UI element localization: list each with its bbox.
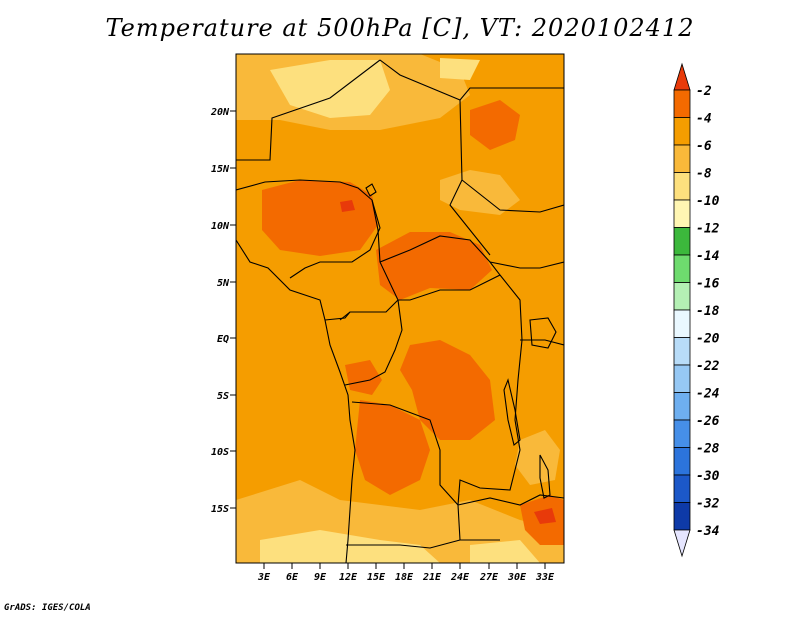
- colorbar: [673, 62, 691, 558]
- colorbar-box: [673, 502, 691, 531]
- lat-label: EQ: [217, 334, 229, 345]
- field-cool-north: [270, 60, 390, 118]
- colorbar-box: [673, 392, 691, 421]
- lon-label: 3E: [257, 572, 271, 583]
- field-warm-angola: [355, 400, 430, 495]
- colorbar-label: -34: [696, 524, 720, 539]
- colorbar-label: -18: [696, 304, 720, 319]
- field-hot-se: [534, 508, 556, 524]
- lat-label: 15N: [211, 164, 230, 175]
- lat-label: 5N: [217, 278, 230, 289]
- colorbar-label: -2: [696, 84, 712, 99]
- colorbar-box: [673, 309, 691, 338]
- map-frame: [235, 53, 565, 564]
- field-warm-northeast: [470, 100, 520, 150]
- map-title: Temperature at 500hPa [C], VT: 202010241…: [105, 14, 695, 42]
- colorbar-label: -20: [696, 332, 720, 347]
- colorbar-box: [673, 172, 691, 201]
- colorbar-top-arrow: [673, 62, 691, 91]
- field-mild-northeast: [440, 170, 520, 215]
- lake-tanganyika: [503, 378, 521, 446]
- border-car: [379, 235, 501, 301]
- lake-chad: [365, 183, 377, 197]
- colorbar-label: -12: [696, 222, 720, 237]
- field-warm-gabon: [345, 360, 382, 395]
- colorbar-box: [673, 364, 691, 393]
- lake-victoria: [529, 317, 557, 349]
- lon-label: 24E: [450, 572, 470, 583]
- border-north-east: [459, 87, 564, 101]
- lat-label: 15S: [211, 504, 229, 515]
- field-warm-congo: [400, 340, 495, 440]
- field-warm-sahel: [262, 180, 378, 256]
- temperature-field: [236, 54, 564, 563]
- border-sudan: [461, 179, 564, 213]
- colorbar-box: [673, 447, 691, 476]
- country-borders: [236, 59, 564, 563]
- colorbar-label: -28: [696, 442, 720, 457]
- colorbar-box: [673, 144, 691, 173]
- border-angola: [351, 401, 500, 541]
- field-cool-north2: [440, 58, 480, 80]
- border-southsudan: [489, 261, 564, 269]
- lon-label: 6E: [286, 572, 299, 583]
- lon-label: 9E: [314, 572, 327, 583]
- border-nigeria: [236, 179, 381, 279]
- colorbar-label: -16: [696, 277, 720, 292]
- lon-label: 33E: [535, 572, 555, 583]
- colorbar-box: [673, 89, 691, 118]
- colorbar-label: -10: [696, 194, 720, 209]
- colorbar-bottom-arrow: [673, 529, 691, 558]
- colorbar-labels: -2 -4 -6 -8 -10 -12 -14 -16 -18 -20 -22 -24 -26 -28 -3…: [696, 84, 720, 539]
- field-warm-central: [376, 232, 492, 300]
- colorbar-label: -6: [696, 139, 712, 154]
- colorbar-label: -14: [696, 249, 720, 264]
- colorbar-label: -8: [696, 167, 712, 182]
- lat-label: 10S: [211, 447, 229, 458]
- field-hot-nigeria: [340, 200, 355, 212]
- field-mild-east: [515, 430, 560, 485]
- colorbar-box: [673, 282, 691, 311]
- lon-label: 18E: [395, 572, 414, 583]
- lat-axis: [230, 110, 236, 509]
- lat-label: 5S: [217, 391, 229, 402]
- coastline-west: [236, 239, 356, 563]
- lat-label: 20N: [210, 107, 230, 118]
- lake-malawi: [539, 454, 551, 499]
- lon-label: 12E: [339, 572, 358, 583]
- grads-credit: GrADS: IGES/COLA: [4, 603, 91, 613]
- colorbar-box: [673, 474, 691, 503]
- border-angola-south: [346, 539, 461, 549]
- colorbar-box: [673, 419, 691, 448]
- lon-label: 27E: [479, 572, 499, 583]
- border-congo: [324, 311, 351, 321]
- field-cool-southeast: [470, 540, 540, 563]
- lon-label: 30E: [507, 572, 527, 583]
- colorbar-box: [673, 117, 691, 146]
- field-cool-south: [260, 530, 440, 563]
- colorbar-label: -4: [696, 112, 712, 127]
- lon-label: 15E: [367, 572, 386, 583]
- colorbar-box: [673, 227, 691, 256]
- colorbar-label: -26: [696, 414, 720, 429]
- border-drc-east: [457, 274, 523, 506]
- border-tanzania: [520, 339, 564, 346]
- lon-label: 21E: [422, 572, 442, 583]
- colorbar-box: [673, 199, 691, 228]
- lon-axis: [263, 563, 546, 569]
- colorbar-box: [673, 337, 691, 366]
- colorbar-label: -24: [696, 387, 720, 402]
- lat-label: 10N: [211, 221, 230, 232]
- border-sahara: [236, 59, 381, 161]
- colorbar-label: -22: [696, 359, 720, 374]
- colorbar-box: [673, 254, 691, 283]
- colorbar-label: -30: [696, 469, 720, 484]
- colorbar-label: -32: [696, 497, 720, 512]
- border-drc-north: [344, 299, 403, 386]
